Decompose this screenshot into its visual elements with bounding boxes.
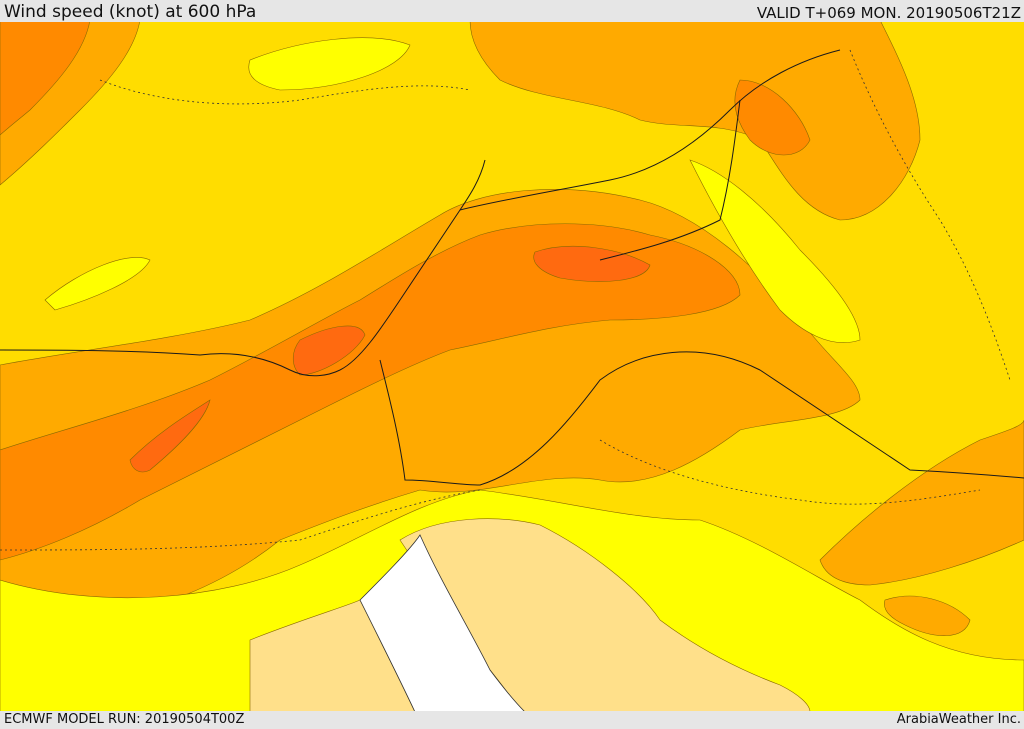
border-line	[379, 351, 1024, 486]
wind-speed-map	[0, 20, 1024, 712]
wind-core-max-3	[129, 399, 211, 473]
wind-core-band	[0, 223, 741, 561]
wind-yellow-east	[689, 159, 861, 343]
wind-core-ne	[734, 79, 811, 156]
wind-yellow-north	[248, 37, 411, 91]
coastline	[0, 349, 341, 377]
header-bar: Wind speed (knot) at 600 hPa VALID T+069…	[0, 0, 1024, 22]
border-dotted-2	[599, 439, 981, 505]
red-sea	[359, 534, 526, 712]
border-dotted-1	[0, 489, 481, 551]
wind-yellow-west	[44, 257, 151, 311]
footer-bar: ECMWF MODEL RUN: 20190504T00Z ArabiaWeat…	[0, 711, 1024, 729]
border-line-north	[459, 49, 841, 211]
border-line-east	[599, 99, 741, 261]
border-dotted-4	[849, 49, 1011, 381]
wind-patch-south	[884, 595, 971, 636]
credit-label: ArabiaWeather Inc.	[896, 712, 1021, 727]
wind-core-max-1	[292, 325, 366, 376]
model-run-label: ECMWF MODEL RUN: 20190504T00Z	[4, 712, 245, 727]
valid-time: VALID T+069 MON. 20190506T21Z	[756, 4, 1021, 22]
levant-coast	[339, 159, 486, 371]
wind-core-nw	[0, 20, 91, 136]
map-title: Wind speed (knot) at 600 hPa	[4, 2, 257, 22]
